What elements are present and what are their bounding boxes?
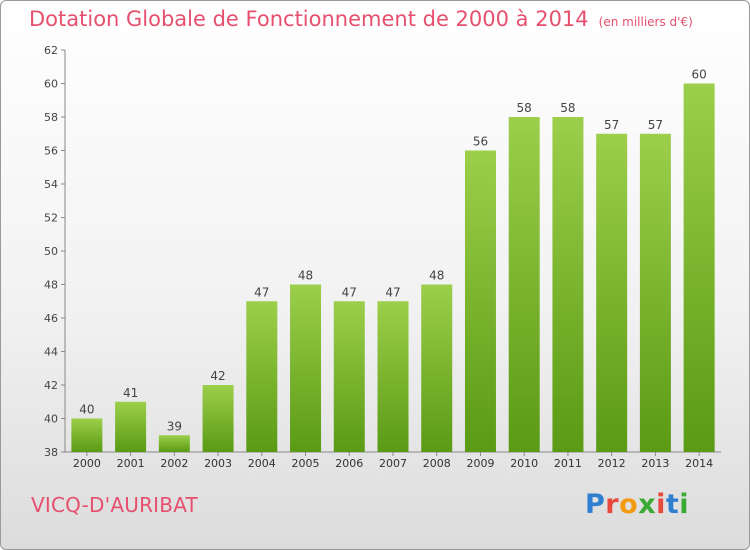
logo-letter: i xyxy=(679,489,690,520)
bar-value-label: 58 xyxy=(517,101,532,115)
bar-value-label: 41 xyxy=(123,386,138,400)
bar xyxy=(333,301,365,452)
bar-value-label: 60 xyxy=(691,68,706,82)
unit-text: (en milliers d'€) xyxy=(598,15,693,29)
y-tick-label: 44 xyxy=(44,346,58,359)
bar-value-label: 42 xyxy=(210,369,225,383)
bar xyxy=(202,385,234,452)
bar-value-label: 58 xyxy=(560,101,575,115)
x-tick-label: 2002 xyxy=(160,457,188,470)
logo-letter: P xyxy=(585,489,606,520)
logo-letter: i xyxy=(656,489,666,520)
y-tick-label: 50 xyxy=(44,245,58,258)
title-text: Dotation Globale de Fonctionnement de 20… xyxy=(29,7,589,31)
x-tick-label: 2011 xyxy=(554,457,582,470)
y-tick-label: 46 xyxy=(44,312,58,325)
x-tick-label: 2000 xyxy=(73,457,101,470)
y-tick-label: 58 xyxy=(44,111,58,124)
bar xyxy=(596,133,628,452)
y-tick-label: 52 xyxy=(44,212,58,225)
chart-title: Dotation Globale de Fonctionnement de 20… xyxy=(29,7,693,31)
bar-value-label: 56 xyxy=(473,135,488,149)
bar-value-label: 48 xyxy=(429,269,444,283)
bar xyxy=(290,284,322,452)
bar xyxy=(683,83,715,452)
proxiti-logo: Proxiti xyxy=(585,489,689,520)
x-tick-label: 2005 xyxy=(292,457,320,470)
logo-letter: t xyxy=(665,489,680,520)
x-tick-label: 2001 xyxy=(117,457,145,470)
logo-letter: x xyxy=(638,489,657,520)
bar xyxy=(158,435,190,452)
bar-value-label: 47 xyxy=(342,285,357,299)
bar xyxy=(71,418,103,452)
bar xyxy=(508,117,540,452)
bar xyxy=(552,117,584,452)
bar-value-label: 39 xyxy=(167,419,182,433)
bar-value-label: 48 xyxy=(298,269,313,283)
bar-value-label: 57 xyxy=(604,118,619,132)
x-tick-label: 2012 xyxy=(598,457,626,470)
y-tick-label: 40 xyxy=(44,413,58,426)
y-tick-label: 56 xyxy=(44,145,58,158)
x-tick-label: 2013 xyxy=(641,457,669,470)
logo-letter: o xyxy=(619,489,639,520)
y-tick-label: 60 xyxy=(44,78,58,91)
bar-value-label: 47 xyxy=(385,285,400,299)
y-tick-label: 54 xyxy=(44,178,58,191)
x-tick-label: 2007 xyxy=(379,457,407,470)
bar xyxy=(377,301,409,452)
x-tick-label: 2004 xyxy=(248,457,276,470)
bar-value-label: 40 xyxy=(79,403,94,417)
bar xyxy=(639,133,671,452)
y-tick-label: 42 xyxy=(44,379,58,392)
bar-value-label: 47 xyxy=(254,285,269,299)
commune-name: VICQ-D'AURIBAT xyxy=(31,493,198,517)
x-tick-label: 2006 xyxy=(335,457,363,470)
bar xyxy=(246,301,278,452)
x-tick-label: 2010 xyxy=(510,457,538,470)
y-tick-label: 38 xyxy=(44,446,58,459)
bar xyxy=(115,401,147,452)
y-tick-label: 62 xyxy=(44,44,58,57)
bar-value-label: 57 xyxy=(648,118,663,132)
x-tick-label: 2003 xyxy=(204,457,232,470)
bar xyxy=(464,150,496,452)
logo-letter: r xyxy=(605,489,620,520)
bar xyxy=(421,284,453,452)
x-tick-label: 2009 xyxy=(466,457,494,470)
x-tick-label: 2008 xyxy=(423,457,451,470)
y-tick-label: 48 xyxy=(44,279,58,292)
x-tick-label: 2014 xyxy=(685,457,713,470)
